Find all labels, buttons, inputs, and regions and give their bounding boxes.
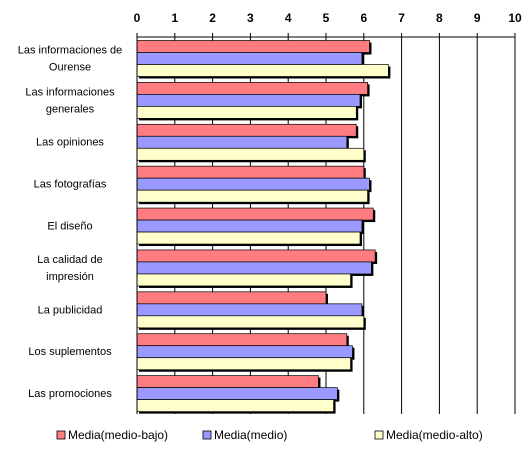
tick-label-3: 3 — [247, 11, 254, 25]
legend-swatch-3 — [374, 430, 384, 440]
tick-label-8: 8 — [436, 11, 443, 25]
axis — [136, 33, 516, 414]
bar-2-series-1 — [136, 82, 368, 95]
category-label: Las promociones — [28, 388, 112, 400]
category-label: Las informaciones de — [18, 44, 123, 56]
category-label: Ourense — [49, 61, 91, 73]
bar-9-series-2 — [136, 387, 338, 400]
bar-6-series-3 — [136, 273, 351, 287]
bar-3-series-1 — [136, 123, 357, 137]
bar-5-series-2 — [136, 219, 363, 233]
tick-label-1: 1 — [171, 11, 178, 25]
category-label: Los suplementos — [28, 346, 112, 358]
bar-4-series-2 — [136, 177, 370, 191]
legend-swatch-1 — [56, 430, 66, 440]
tick-label-5: 5 — [323, 11, 330, 25]
legend: Media(medio-bajo) Media(medio) Media(medio… — [56, 428, 483, 442]
legend-swatch-2 — [202, 430, 212, 440]
bar-1-series-2 — [136, 52, 363, 65]
bar-1-series-3 — [136, 64, 389, 77]
tick-label-7: 7 — [398, 11, 405, 25]
tick-label-10: 10 — [508, 11, 522, 25]
legend-label-2: Media(medio) — [214, 428, 287, 442]
bar-5-series-3 — [136, 231, 361, 245]
bar-8-series-2 — [136, 345, 353, 359]
bar-6-series-2 — [136, 261, 372, 275]
bar-4-series-1 — [136, 165, 365, 179]
bar-4-series-3 — [136, 189, 368, 203]
legend-label-3: Media(medio-alto) — [386, 428, 483, 442]
bar-7-series-1 — [136, 291, 327, 305]
legend-label-1: Media(medio-bajo) — [68, 428, 168, 442]
tick-label-0: 0 — [134, 11, 141, 25]
bar-7-series-2 — [136, 303, 363, 317]
bar-3-series-3 — [136, 147, 365, 161]
tick-label-9: 9 — [474, 11, 481, 25]
bar-7-series-3 — [136, 315, 365, 329]
tick-label-6: 6 — [360, 11, 367, 25]
bar-6-series-1 — [136, 249, 376, 263]
category-label: La publicidad — [38, 304, 103, 316]
bar-9-series-1 — [136, 375, 319, 388]
category-label: Las fotografías — [34, 179, 107, 191]
bar-2-series-3 — [136, 106, 357, 119]
bar-8-series-3 — [136, 357, 351, 371]
tick-labels: 0 1 2 3 4 5 6 7 8 9 10 — [134, 11, 522, 25]
bar-9-series-3 — [136, 399, 334, 412]
category-label: La calidad de — [37, 254, 102, 266]
category-label: generales — [46, 103, 95, 115]
category-label: Las opiniones — [36, 137, 104, 149]
bar-3-series-2 — [136, 135, 348, 149]
category-label: Las informaciones — [25, 86, 115, 98]
category-labels: Las informaciones de Ourense Las informaci… — [18, 44, 123, 400]
bar-1-series-1 — [136, 40, 370, 53]
tick-label-2: 2 — [209, 11, 216, 25]
bar-5-series-1 — [136, 207, 374, 221]
bars — [136, 40, 391, 414]
category-label: impresión — [46, 271, 94, 283]
tick-label-4: 4 — [285, 11, 292, 25]
bar-8-series-1 — [136, 333, 348, 347]
category-label: El diseño — [47, 221, 92, 233]
bar-2-series-2 — [136, 94, 361, 107]
